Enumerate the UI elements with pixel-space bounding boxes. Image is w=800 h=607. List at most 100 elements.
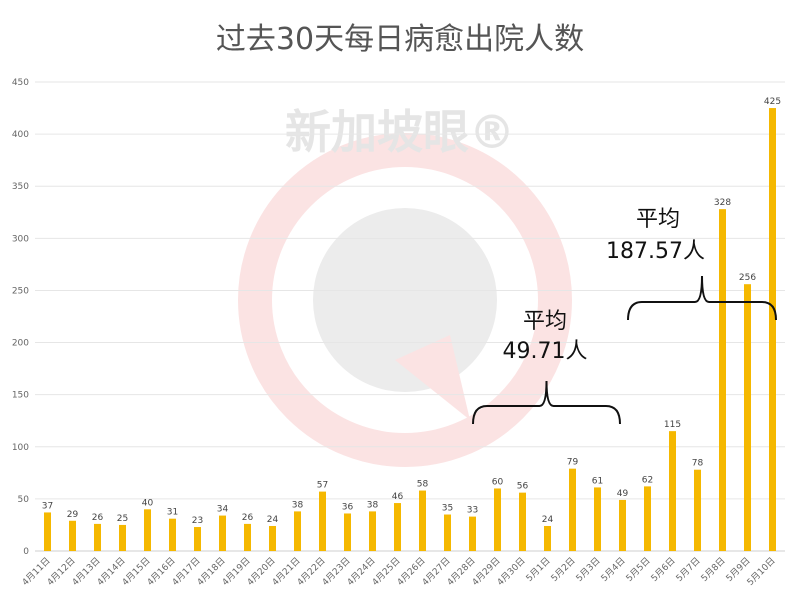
- y-tick-label: 250: [12, 286, 29, 296]
- average-label: 平均: [523, 309, 567, 334]
- bar: [319, 491, 326, 551]
- data-label: 78: [692, 459, 704, 469]
- average-annotation: 平均 49.71人: [472, 309, 621, 425]
- data-label: 61: [592, 476, 603, 486]
- bar: [394, 503, 401, 551]
- data-label: 49: [617, 489, 629, 499]
- data-label: 26: [242, 513, 254, 523]
- data-label: 33: [467, 506, 478, 516]
- data-label: 38: [367, 500, 379, 510]
- y-tick-label: 100: [12, 443, 29, 453]
- bar: [144, 509, 151, 551]
- bar: [469, 516, 476, 551]
- watermark-ring: [238, 133, 572, 467]
- bar: [169, 518, 176, 551]
- bar: [69, 520, 76, 551]
- data-label: 60: [492, 477, 504, 487]
- data-label: 56: [517, 482, 529, 492]
- bar: [194, 527, 201, 551]
- y-tick-label: 400: [12, 130, 29, 140]
- data-label: 25: [117, 514, 128, 524]
- bar: [544, 525, 551, 551]
- bar: [269, 525, 276, 551]
- x-tick-label: 5月2日: [549, 555, 578, 584]
- x-axis: 4月11日4月12日4月13日4月14日4月15日4月16日4月17日4月18日…: [20, 555, 778, 588]
- y-tick-label: 350: [12, 182, 29, 192]
- data-label: 31: [167, 508, 178, 518]
- data-label: 34: [217, 505, 229, 515]
- bar: [444, 514, 451, 551]
- average-bracket: [627, 275, 777, 321]
- y-tick-label: 50: [18, 495, 30, 505]
- x-tick-label: 5月5日: [624, 555, 653, 584]
- bar: [519, 492, 526, 551]
- data-label: 425: [764, 97, 781, 107]
- average-label: 平均: [636, 207, 680, 232]
- average-value: 187.57人: [606, 239, 705, 264]
- data-label: 46: [392, 492, 404, 502]
- x-tick-label: 5月10日: [745, 555, 778, 588]
- watermark-pointer: [395, 335, 470, 420]
- x-tick-label: 5月1日: [524, 555, 553, 584]
- y-tick-label: 150: [12, 391, 29, 401]
- bar: [769, 108, 776, 552]
- data-label: 26: [92, 513, 104, 523]
- data-label: 23: [192, 516, 203, 526]
- y-axis: 0 50 100 150 200 250 300 350 400 450: [12, 78, 29, 557]
- x-tick-label: 5月3日: [574, 555, 603, 584]
- x-tick-label: 5月7日: [674, 555, 703, 584]
- x-tick-label: 5月6日: [649, 555, 678, 584]
- bar: [719, 209, 726, 551]
- bar: [369, 511, 376, 551]
- data-label: 38: [292, 500, 304, 510]
- average-annotation: 平均 187.57人: [606, 207, 777, 321]
- data-label: 24: [542, 515, 554, 525]
- bar: [619, 499, 626, 551]
- bar: [569, 468, 576, 551]
- bar: [594, 487, 601, 551]
- data-label: 58: [417, 480, 429, 490]
- y-tick-label: 450: [12, 78, 29, 88]
- data-label: 328: [714, 198, 731, 208]
- bar: [669, 431, 676, 551]
- x-tick-label: 5月4日: [599, 555, 628, 584]
- average-bracket: [472, 380, 621, 425]
- bar: [94, 523, 101, 551]
- bar: [119, 524, 126, 551]
- y-tick-label: 300: [12, 234, 29, 244]
- average-value: 49.71人: [503, 339, 588, 364]
- bar: [694, 469, 701, 551]
- chart-title: 过去30天每日病愈出院人数: [215, 22, 585, 57]
- watermark-text: 新加坡眼®: [285, 105, 515, 159]
- data-label: 37: [42, 501, 53, 511]
- data-label: 256: [739, 273, 756, 283]
- y-tick-label: 0: [23, 547, 29, 557]
- bar: [419, 490, 426, 551]
- data-label: 57: [317, 481, 328, 491]
- data-labels: 37 29 26 25 40 31 23 34 26 24 38 57 36 38 46 58 35 33 60 56…: [42, 97, 781, 526]
- data-label: 115: [664, 420, 681, 430]
- data-label: 35: [442, 504, 453, 514]
- x-tick-label: 4月30日: [495, 555, 528, 588]
- data-label: 29: [67, 510, 79, 520]
- bar: [344, 513, 351, 551]
- y-tick-label: 200: [12, 339, 29, 349]
- bars: [44, 108, 776, 552]
- bar: [644, 486, 651, 551]
- bar: [294, 511, 301, 551]
- data-label: 36: [342, 502, 354, 512]
- watermark: 新加坡眼®: [238, 105, 572, 467]
- bar: [219, 515, 226, 551]
- bar: [744, 284, 751, 551]
- data-label: 62: [642, 475, 653, 485]
- bar: [494, 488, 501, 551]
- bar: [244, 523, 251, 551]
- data-label: 24: [267, 515, 279, 525]
- grid: [35, 81, 785, 552]
- x-tick-label: 5月8日: [699, 555, 728, 584]
- data-label: 40: [142, 498, 154, 508]
- data-label: 79: [567, 458, 579, 468]
- bar: [44, 512, 51, 551]
